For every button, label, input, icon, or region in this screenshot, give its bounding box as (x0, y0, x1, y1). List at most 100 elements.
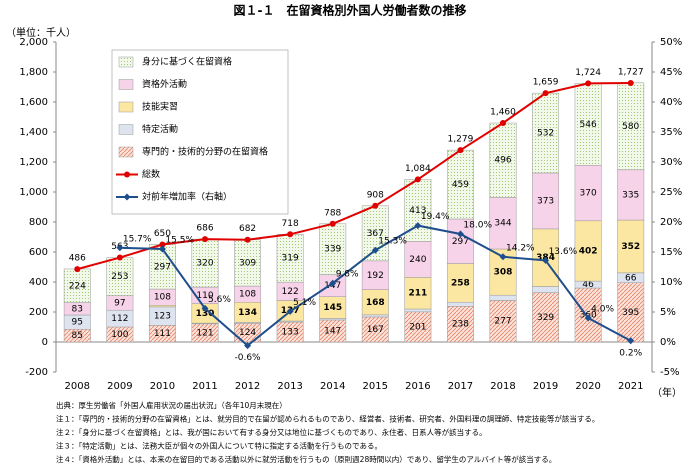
chart-title: 図１-１ 在留資格別外国人労働者数の推移 (234, 3, 467, 18)
bar-segment (574, 220, 602, 282)
segment-label: 258 (451, 278, 470, 288)
bar-segment (532, 292, 560, 343)
line-marker (74, 266, 81, 273)
bar-segment (234, 239, 262, 287)
segment-label: 83 (72, 304, 83, 314)
bar-segment (361, 316, 389, 343)
note: 注４：「資格外活動」とは、本来の在留目的である活動以外に就労活動を行うもの（原則… (56, 454, 556, 464)
bar-segment (617, 219, 645, 274)
bar-segment (489, 122, 517, 198)
data-label: 9.8% (336, 270, 359, 280)
data-label: 718 (282, 219, 299, 229)
data-label: 15.7% (123, 234, 152, 244)
data-label: 1,460 (490, 108, 516, 118)
bar-segment (446, 302, 474, 307)
segment-label: 111 (154, 329, 171, 339)
bar-segment (489, 300, 517, 343)
segment-label: 352 (621, 242, 640, 252)
segment-label: 459 (452, 180, 469, 190)
bar-segment (361, 289, 389, 316)
data-label: 1,659 (533, 78, 559, 88)
segment-label: 367 (367, 229, 384, 239)
data-label: 15.5% (165, 236, 194, 246)
segment-label: 373 (537, 196, 554, 206)
bar-segment (361, 314, 389, 318)
line-marker (500, 120, 506, 126)
line-marker (499, 253, 507, 261)
segment-label: 395 (622, 308, 639, 318)
segment-label: 496 (494, 156, 511, 166)
x-tick-label: 2012 (235, 381, 260, 392)
y2-tick-label: 25% (660, 187, 682, 198)
bar-segment (489, 197, 517, 250)
line-marker (372, 202, 379, 209)
data-label: -0.6% (235, 353, 262, 363)
series-line (77, 81, 631, 271)
segment-label: 122 (282, 287, 299, 297)
line-marker (159, 241, 166, 248)
segment-label: 108 (239, 290, 256, 300)
y2-tick-label: 20% (660, 217, 682, 228)
segment-label: 168 (366, 298, 385, 308)
data-label: 908 (367, 190, 384, 200)
x-tick-label: 2019 (533, 381, 558, 392)
y2-tick-label: 50% (660, 37, 682, 48)
y2-tick-label: 35% (660, 127, 682, 138)
bar-segment (532, 286, 560, 293)
line-marker (329, 279, 337, 287)
line-marker (627, 337, 635, 345)
legend-swatch (118, 79, 134, 90)
note: 注２：「身分に基づく在留資格」とは、我が国において有する身分又は地位に基づくもの… (56, 427, 487, 437)
segment-label: 297 (452, 237, 469, 247)
segment-label: 123 (154, 312, 171, 322)
y-tick-label: 1,200 (19, 157, 48, 168)
bar-segment (532, 92, 560, 174)
bar-segment (404, 308, 432, 313)
data-label: 15.3% (378, 237, 407, 247)
segment-label: 329 (537, 313, 554, 323)
line-marker (585, 80, 592, 87)
legend-label: 総数 (142, 168, 160, 180)
y-tick-label: 0 (42, 337, 48, 348)
segment-label: 253 (111, 272, 128, 282)
x-tick-label: 2011 (192, 381, 217, 392)
segment-label: 402 (579, 246, 598, 256)
x-tick-label: 2017 (448, 381, 473, 392)
data-label: 682 (239, 224, 256, 234)
segment-label: 309 (239, 258, 256, 268)
segment-label: 66 (625, 273, 637, 283)
x-tick-label: 2018 (490, 381, 515, 392)
line-marker (414, 222, 422, 230)
segment-label: 46 (582, 280, 594, 290)
segment-label: 344 (494, 219, 511, 229)
line-marker (456, 230, 464, 238)
segment-label: 134 (238, 308, 257, 318)
segment-label: 121 (196, 328, 213, 338)
bar-segment (617, 282, 645, 343)
line-marker (116, 254, 123, 261)
legend-swatch (118, 124, 134, 135)
segment-label: 335 (622, 190, 639, 200)
x-tick-label: 2009 (107, 381, 132, 392)
x-tick-label: 2021 (618, 381, 643, 392)
data-label: 5.6% (208, 295, 231, 305)
y2-tick-label: 45% (660, 67, 682, 78)
x-tick-label: 2013 (277, 381, 302, 392)
line-marker (627, 79, 634, 86)
data-label: 18.0% (463, 221, 492, 231)
legend-label: 特定活動 (142, 123, 178, 135)
x-tick-label: 2008 (65, 381, 90, 392)
x-tick-label: 2020 (575, 381, 600, 392)
segment-label: 145 (323, 303, 342, 313)
legend-marker (124, 171, 130, 178)
data-label: 1,727 (618, 67, 644, 77)
segment-label: 112 (111, 314, 128, 324)
note: 注１：「専門的・技術的分野の在留資格」とは、就労目的で在留が認められるものであり… (56, 414, 599, 424)
legend-box (111, 49, 289, 215)
data-label: 486 (69, 254, 86, 264)
bar-segment (404, 311, 432, 343)
y-tick-label: 800 (29, 217, 48, 228)
data-label: 788 (324, 208, 341, 218)
data-label: 1,724 (575, 68, 601, 78)
segment-label: 413 (409, 206, 426, 216)
